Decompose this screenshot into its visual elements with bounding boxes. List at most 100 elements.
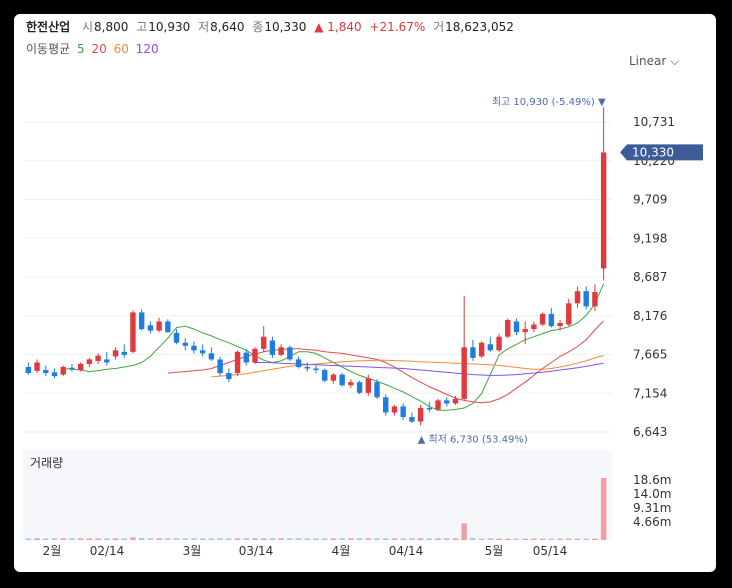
volume-value: 18,623,052 — [445, 20, 514, 34]
volume-bar — [444, 538, 450, 540]
x-tick-label: 02/14 — [90, 544, 125, 558]
ma-20-line — [167, 320, 604, 404]
open-value: 8,800 — [94, 20, 129, 34]
chevron-down-icon: ⌵ — [670, 54, 680, 68]
volume-bar — [25, 538, 32, 540]
volume-bar — [121, 538, 127, 540]
volume-bar — [34, 538, 40, 540]
moving-average-legend[interactable]: 이동평균 5 20 60 120 — [26, 40, 162, 57]
volume-tick-label: 18.6m — [633, 473, 671, 487]
y-tick-label: 7,665 — [633, 348, 667, 362]
volume-bar — [539, 538, 546, 540]
ma-60-legend: 60 — [113, 42, 129, 56]
volume-label: 거 — [433, 20, 445, 34]
ma-legend-label: 이동평균 — [26, 42, 71, 56]
candle-body — [487, 344, 494, 351]
volume-bar — [77, 538, 84, 540]
candle-body — [522, 329, 528, 333]
candle-body — [539, 313, 546, 325]
volume-bar — [69, 538, 75, 540]
candle-body — [496, 336, 502, 351]
volume-bar — [513, 538, 520, 540]
candle-body — [417, 407, 424, 422]
candle-body — [104, 359, 110, 363]
volume-bar — [557, 538, 563, 540]
volume-bar — [470, 538, 476, 540]
volume-bar — [365, 538, 372, 540]
volume-bar — [435, 538, 441, 540]
candle-body — [86, 359, 93, 364]
volume-bar — [43, 538, 49, 540]
volume-bar — [173, 538, 180, 540]
candle-body — [130, 312, 136, 352]
candle-body — [95, 355, 101, 361]
candle-body — [278, 347, 284, 355]
x-tick-label: 04/14 — [389, 544, 424, 558]
candle-body — [243, 352, 249, 363]
candle-body — [409, 417, 415, 422]
volume-bar — [356, 538, 363, 540]
candle-body — [226, 373, 232, 380]
volume-bar — [86, 538, 93, 540]
volume-tick-label: 14.0m — [633, 487, 671, 501]
volume-bar — [531, 538, 537, 540]
candle-body — [365, 378, 372, 393]
candle-body — [208, 353, 215, 360]
stock-name: 한전산업 — [26, 20, 71, 34]
x-tick-label: 2월 — [43, 544, 62, 558]
low-label: 저 — [198, 20, 210, 34]
ma-5-legend: 5 — [77, 42, 85, 56]
candle-body — [147, 325, 154, 331]
candle-body — [43, 370, 49, 374]
current-price-label: 10,330 — [632, 145, 674, 159]
volume-bar — [287, 538, 293, 540]
candle-body — [513, 321, 520, 333]
volume-bar — [147, 538, 154, 540]
volume-bar — [226, 538, 232, 540]
candle-body — [592, 291, 598, 307]
volume-bar — [278, 538, 284, 540]
volume-bar — [496, 538, 502, 540]
volume-bar — [60, 538, 66, 540]
volume-bar — [252, 538, 258, 540]
candle-body — [348, 382, 354, 386]
change-percent: +21.67% — [369, 20, 426, 34]
x-tick-label: 5월 — [485, 544, 504, 558]
candle-body — [295, 359, 302, 368]
candle-body — [566, 303, 572, 325]
close-label: 종 — [252, 20, 264, 34]
candle-body — [330, 374, 337, 381]
candle-body — [77, 363, 84, 371]
candle-body — [165, 321, 171, 333]
ma-120-legend: 120 — [135, 42, 159, 56]
volume-bar — [348, 538, 354, 540]
volume-bar — [208, 538, 215, 540]
ma-20-legend: 20 — [91, 42, 107, 56]
volume-bar — [138, 538, 145, 540]
candle-body — [182, 342, 188, 346]
volume-bar — [452, 538, 459, 540]
high-annotation: 최고 10,930 (-5.49%) ▼ — [492, 96, 606, 108]
volume-bar — [574, 538, 581, 540]
candle-body — [173, 332, 180, 343]
open-label: 시 — [82, 20, 94, 34]
candle-body — [199, 350, 206, 354]
volume-bar — [391, 538, 398, 540]
volume-bar — [426, 538, 433, 540]
y-tick-label: 8,687 — [633, 270, 667, 284]
candle-body — [112, 350, 119, 357]
volume-bar — [243, 538, 249, 540]
candle-body — [34, 362, 40, 371]
volume-bar — [383, 538, 389, 540]
candle-body — [60, 367, 66, 375]
volume-bar — [487, 538, 494, 540]
volume-bar — [269, 538, 276, 540]
volume-bar — [417, 538, 424, 540]
volume-bar — [313, 538, 319, 540]
scale-selector[interactable]: Linear ⌵ — [629, 54, 679, 69]
candle-body — [600, 152, 607, 269]
candle-body — [400, 406, 406, 418]
volume-bar — [592, 538, 598, 540]
candle-body — [322, 370, 328, 381]
